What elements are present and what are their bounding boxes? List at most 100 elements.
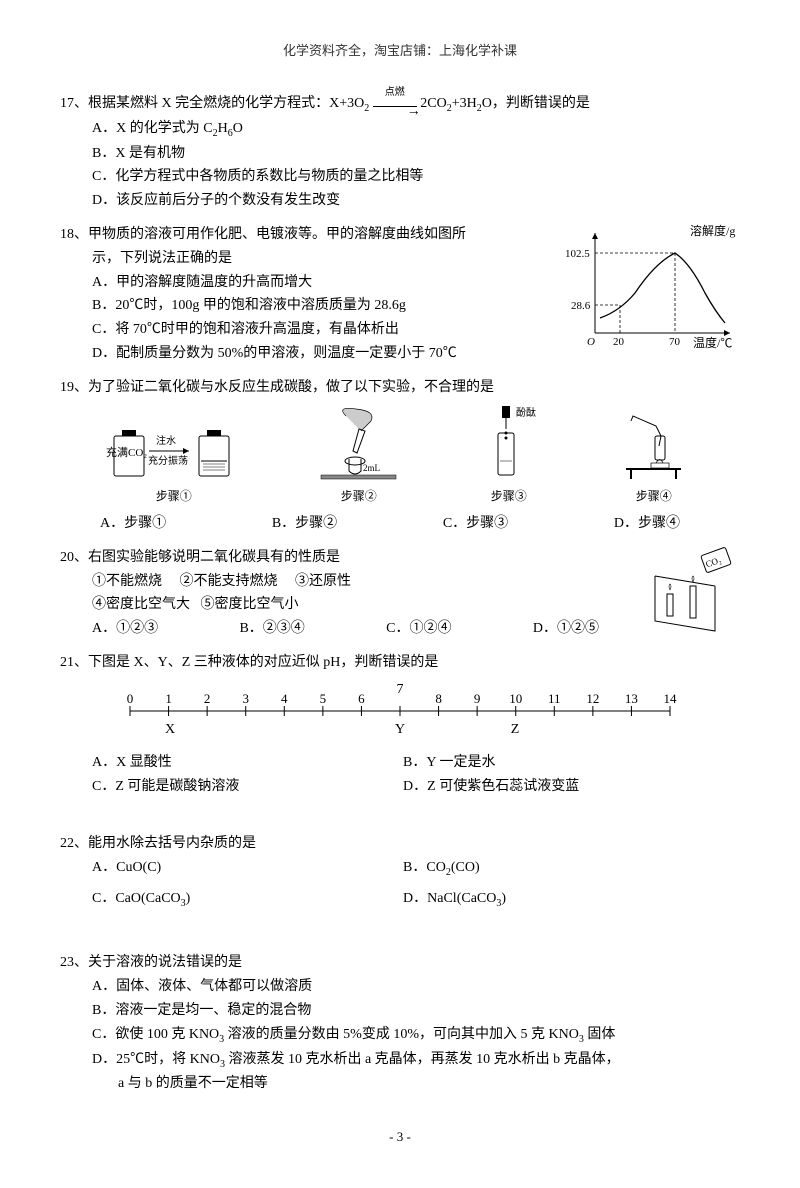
svg-text:2: 2 — [204, 691, 211, 706]
svg-text:CO₂: CO₂ — [704, 554, 722, 569]
question-22: 22、能用水除去括号内杂质的是 A．CuO(C) B．CO2(CO) C．CaO… — [60, 832, 740, 917]
question-20: CO₂ 20、右图实验能够说明二氧化碳具有的性质是 ①不能燃烧 ②不能支持燃烧 … — [60, 546, 740, 641]
page-footer: - 3 - — [60, 1126, 740, 1148]
q23-opt-c: C．欲使 100 克 KNO3 溶液的质量分数由 5%变成 10%，可向其中加入… — [92, 1023, 740, 1048]
q22-opt-c: C．CaO(CaCO3) — [92, 887, 403, 912]
svg-text:13: 13 — [625, 691, 638, 706]
q19-stem: 19、为了验证二氧化碳与水反应生成碳酸，做了以下实验，不合理的是 — [60, 376, 740, 400]
q19-experiment-row: 充满CO₂ 注水 充分振荡 步骤① — [60, 406, 740, 506]
svg-text:10: 10 — [509, 691, 522, 706]
q21-opt-b: B．Y 一定是水 — [403, 751, 714, 775]
q19-options: A．步骤① B．步骤② C．步骤③ D．步骤④ — [60, 512, 740, 536]
q20-opt-c: C．①②④ — [386, 617, 451, 641]
step3-label: 步骤③ — [474, 486, 544, 506]
q18-text1: 甲物质的溶液可用作化肥、电镀液等。甲的溶解度曲线如图所 — [88, 227, 466, 242]
page-header: 化学资料齐全，淘宝店铺：上海化学补课 — [60, 40, 740, 62]
q21-opt-c: C．Z 可能是碳酸钠溶液 — [92, 775, 403, 799]
q23-opt-d: D．25℃时，将 KNO3 溶液蒸发 10 克水析出 a 克晶体，再蒸发 10 … — [92, 1048, 740, 1073]
svg-text:11: 11 — [548, 691, 561, 706]
chart-origin: O — [587, 336, 595, 348]
question-18: 溶解度/g 102.5 28.6 O 20 70 温度/℃ 18、甲物质的溶液可… — [60, 223, 740, 366]
q22-text: 能用水除去括号内杂质的是 — [88, 836, 256, 851]
question-19: 19、为了验证二氧化碳与水反应生成碳酸，做了以下实验，不合理的是 充满CO₂ 注… — [60, 376, 740, 536]
q19-text: 为了验证二氧化碳与水反应生成碳酸，做了以下实验，不合理的是 — [88, 380, 494, 395]
q21-stem: 21、下图是 X、Y、Z 三种液体的对应近似 pH，判断错误的是 — [60, 651, 740, 675]
q18-number: 18、 — [60, 227, 88, 242]
q17-text: 根据某燃料 X 完全燃烧的化学方程式：X+3O2 点燃→ 2CO2+3H2O，判… — [88, 96, 590, 111]
q19-opt-b: B．步骤② — [272, 512, 337, 536]
svg-text:14: 14 — [664, 691, 678, 706]
q23-options: A．固体、液体、气体都可以做溶质 B．溶液一定是均一、稳定的混合物 C．欲使 1… — [60, 975, 740, 1096]
q19-opt-a: A．步骤① — [100, 512, 166, 536]
svg-text:X: X — [165, 722, 175, 737]
q20-props-2: ④密度比空气大 ⑤密度比空气小 — [60, 593, 740, 617]
svg-text:4: 4 — [281, 691, 288, 706]
q21-text: 下图是 X、Y、Z 三种液体的对应近似 pH，判断错误的是 — [88, 655, 438, 670]
q19-step1: 充满CO₂ 注水 充分振荡 步骤① — [104, 406, 244, 506]
question-17: 17、根据某燃料 X 完全燃烧的化学方程式：X+3O2 点燃→ 2CO2+3H2… — [60, 92, 740, 213]
q23-text: 关于溶液的说法错误的是 — [88, 955, 242, 970]
q22-opt-d: D．NaCl(CaCO3) — [403, 887, 714, 912]
svg-text:酚酞: 酚酞 — [516, 406, 536, 419]
q20-stem: 20、右图实验能够说明二氧化碳具有的性质是 — [60, 546, 740, 570]
q17-options: A．X 的化学式为 C2H6O B．X 是有机物 C．化学方程式中各物质的系数比… — [60, 117, 740, 213]
q21-opt-a: A．X 显酸性 — [92, 751, 403, 775]
q17-number: 17、 — [60, 96, 88, 111]
svg-text:Z: Z — [511, 722, 520, 737]
q20-options: A．①②③ B．②③④ C．①②④ D．①②⑤ — [60, 617, 639, 641]
co2-candle-figure: CO₂ — [645, 546, 740, 636]
q19-opt-c: C．步骤③ — [443, 512, 508, 536]
q23-opt-d2: a 与 b 的质量不一定相等 — [92, 1072, 740, 1096]
q19-step3: 酚酞 步骤③ — [474, 406, 544, 506]
svg-text:2mL: 2mL — [363, 463, 380, 473]
ph-scale: 7 X Y Z 0123456891011121314 — [120, 681, 710, 741]
q21-number: 21、 — [60, 655, 88, 670]
q20-text: 右图实验能够说明二氧化碳具有的性质是 — [88, 550, 340, 565]
question-21: 21、下图是 X、Y、Z 三种液体的对应近似 pH，判断错误的是 7 X Y Z… — [60, 651, 740, 798]
svg-text:Y: Y — [395, 722, 405, 737]
q20-opt-d: D．①②⑤ — [533, 617, 599, 641]
q20-props-1: ①不能燃烧 ②不能支持燃烧 ③还原性 — [60, 570, 740, 594]
chart-x2: 70 — [669, 336, 681, 348]
q19-number: 19、 — [60, 380, 88, 395]
step1-label: 步骤① — [104, 486, 244, 506]
svg-text:8: 8 — [435, 691, 442, 706]
q17-opt-c: C．化学方程式中各物质的系数比与物质的量之比相等 — [92, 165, 740, 189]
step2-label: 步骤② — [311, 486, 406, 506]
q22-stem: 22、能用水除去括号内杂质的是 — [60, 832, 740, 856]
step4-label: 步骤④ — [611, 486, 696, 506]
q20-p5: ⑤密度比空气小 — [201, 597, 299, 612]
chart-ylabel: 溶解度/g — [690, 223, 735, 238]
question-23: 23、关于溶液的说法错误的是 A．固体、液体、气体都可以做溶质 B．溶液一定是均… — [60, 951, 740, 1096]
q20-p1: ①不能燃烧 — [92, 574, 162, 589]
svg-text:9: 9 — [474, 691, 481, 706]
q19-step4: 步骤④ — [611, 406, 696, 506]
q23-stem: 23、关于溶液的说法错误的是 — [60, 951, 740, 975]
svg-text:3: 3 — [242, 691, 249, 706]
q17-condition: 点燃 — [373, 84, 417, 101]
q20-number: 20、 — [60, 550, 88, 565]
q17-opt-b: B．X 是有机物 — [92, 142, 740, 166]
svg-text:6: 6 — [358, 691, 365, 706]
q20-p3: ③还原性 — [295, 574, 351, 589]
svg-text:1: 1 — [165, 691, 172, 706]
q17-stem: 17、根据某燃料 X 完全燃烧的化学方程式：X+3O2 点燃→ 2CO2+3H2… — [60, 92, 740, 117]
q19-step2: 2mL 步骤② — [311, 406, 406, 506]
svg-text:充分振荡: 充分振荡 — [148, 454, 188, 467]
q23-opt-a: A．固体、液体、气体都可以做溶质 — [92, 975, 740, 999]
q23-number: 23、 — [60, 955, 88, 970]
q22-opt-b: B．CO2(CO) — [403, 856, 714, 881]
chart-y1: 102.5 — [565, 248, 590, 260]
q23-opt-b: B．溶液一定是均一、稳定的混合物 — [92, 999, 740, 1023]
q20-p2: ②不能支持燃烧 — [180, 574, 278, 589]
svg-text:0: 0 — [127, 691, 134, 706]
q21-opt-d: D．Z 可使紫色石蕊试液变蓝 — [403, 775, 714, 799]
q21-options: A．X 显酸性 B．Y 一定是水 C．Z 可能是碳酸钠溶液 D．Z 可使紫色石蕊… — [60, 751, 740, 799]
svg-text:充满CO₂: 充满CO₂ — [106, 445, 147, 459]
svg-text:注水: 注水 — [156, 434, 176, 447]
q20-opt-a: A．①②③ — [92, 617, 158, 641]
svg-text:7: 7 — [397, 682, 404, 697]
q22-options: A．CuO(C) B．CO2(CO) C．CaO(CaCO3) D．NaCl(C… — [60, 856, 740, 918]
q17-opt-d: D．该反应前后分子的个数没有发生改变 — [92, 189, 740, 213]
chart-x1: 20 — [613, 336, 625, 348]
